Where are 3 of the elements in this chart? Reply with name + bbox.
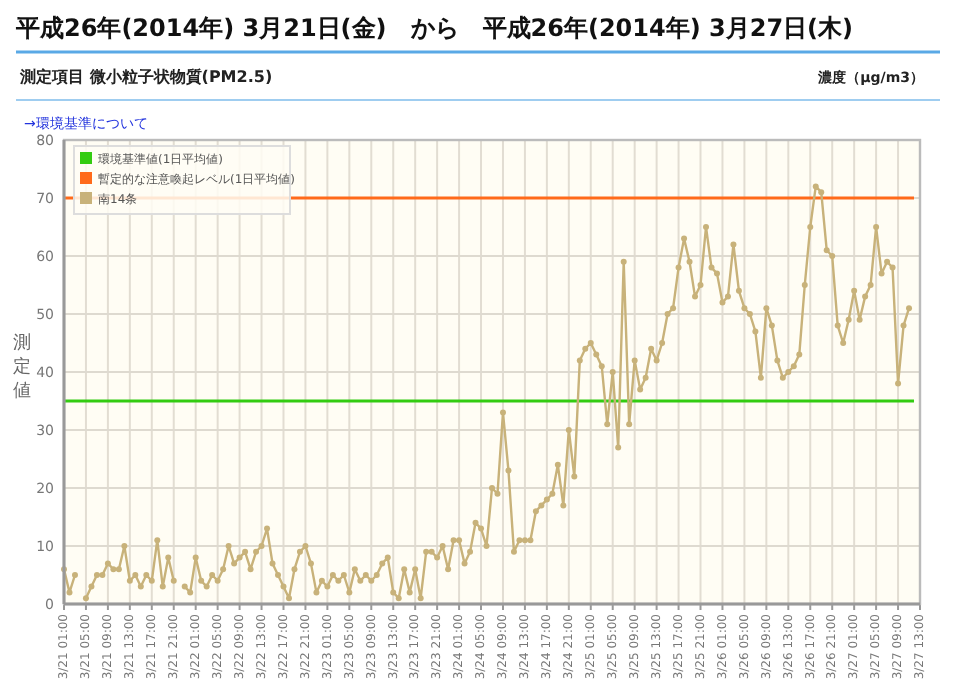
chart-title: 平成26年(2014年) 3月21日(金) から 平成26年(2014年) 3月27日(木)	[14, 14, 854, 42]
y-axis-title: 測定値	[13, 332, 31, 402]
chart-subtitle: 測定項目 微小粒子状物質(PM2.5)	[18, 66, 273, 86]
